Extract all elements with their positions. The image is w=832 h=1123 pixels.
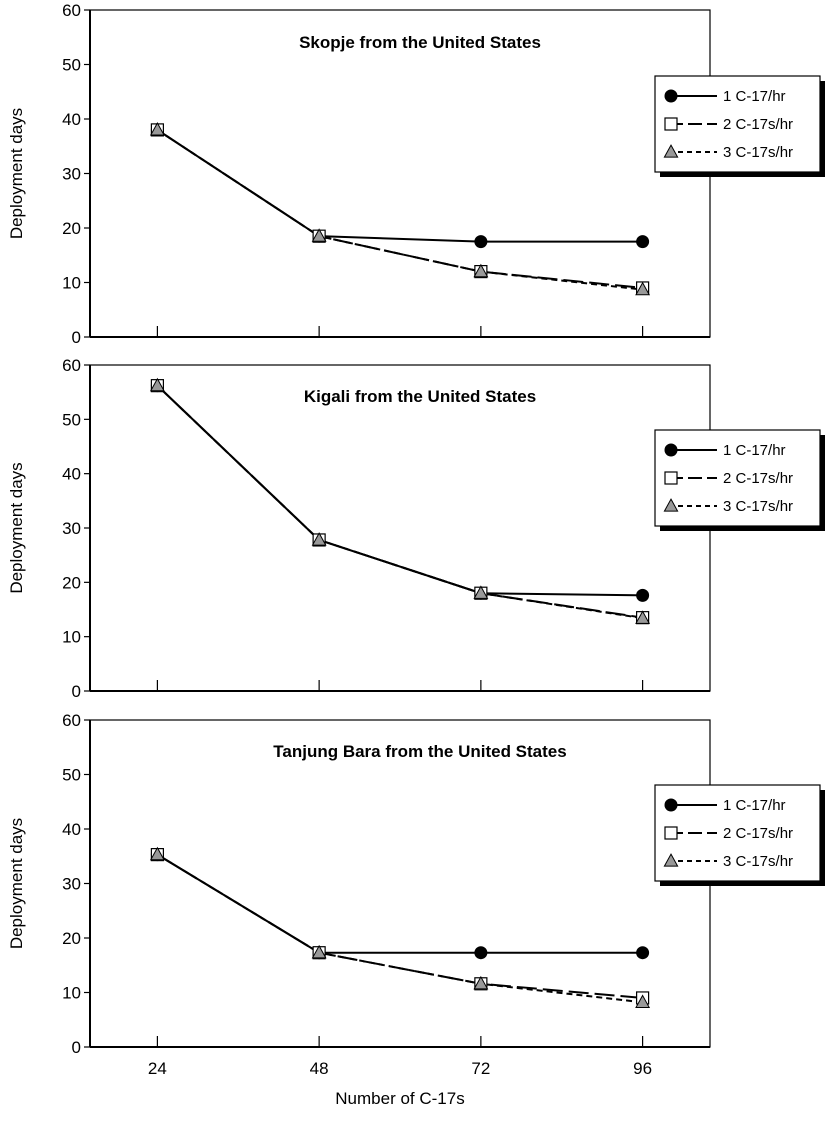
- series-line-1: [156, 384, 643, 597]
- data-point-triangle: [311, 532, 327, 546]
- plot-frame: [89, 719, 711, 1048]
- y-tick-label: 50: [62, 410, 81, 429]
- legend-label: 2 C-17s/hr: [723, 825, 793, 842]
- x-tick-label: 72: [471, 1059, 490, 1078]
- panel-title: Skopje from the United States: [299, 33, 541, 52]
- data-point-triangle: [149, 122, 165, 136]
- series-line-2: [156, 129, 643, 289]
- y-tick-label: 40: [62, 820, 81, 839]
- y-tick-label: 50: [62, 56, 81, 75]
- series-line-3: [156, 384, 643, 620]
- y-tick-label: 60: [62, 711, 81, 730]
- legend-marker-triangle: [663, 498, 679, 512]
- y-axis-title: Deployment days: [7, 818, 26, 949]
- y-tick-label: 40: [62, 465, 81, 484]
- y-tick-label: 20: [62, 219, 81, 238]
- series-line-3: [156, 853, 643, 1004]
- legend-marker-circle: [664, 798, 678, 812]
- data-point-triangle: [311, 944, 327, 959]
- data-point-triangle: [635, 994, 651, 1008]
- plot-frame: [89, 364, 711, 692]
- y-tick-label: 10: [62, 274, 81, 293]
- legend-marker-square: [664, 117, 678, 131]
- y-tick-label: 60: [62, 1, 81, 20]
- legend-marker-triangle: [663, 144, 679, 158]
- series-line-1: [156, 853, 643, 954]
- y-tick-label: 0: [72, 682, 81, 701]
- legend-marker-circle: [664, 89, 678, 103]
- chart-panel-3: 0 10 20 30 40 50 60 24 48 72 96 Number of C-17s Depl…: [7, 711, 825, 1108]
- data-point-triangle: [149, 846, 165, 861]
- data-point-triangle: [149, 377, 165, 392]
- legend-label: 1 C-17/hr: [723, 88, 786, 105]
- x-tick-label: 48: [310, 1059, 329, 1078]
- legend-marker-triangle: [663, 853, 679, 867]
- panel-title: Tanjung Bara from the United States: [273, 742, 566, 761]
- series-line-3: [156, 129, 643, 291]
- legend-label: 1 C-17/hr: [723, 442, 786, 459]
- y-tick-label: 40: [62, 110, 81, 129]
- y-tick-label: 10: [62, 984, 81, 1003]
- data-point-circle: [636, 235, 650, 249]
- y-tick-label: 0: [72, 1038, 81, 1057]
- legend-marker-square: [664, 826, 678, 840]
- panel-title: Kigali from the United States: [304, 387, 536, 406]
- y-tick-label: 30: [62, 165, 81, 184]
- data-point-triangle: [311, 228, 327, 242]
- legend-label: 3 C-17s/hr: [723, 853, 793, 870]
- data-point-triangle: [635, 610, 651, 624]
- legend-label: 2 C-17s/hr: [723, 116, 793, 133]
- y-tick-label: 20: [62, 573, 81, 592]
- data-point-triangle: [635, 281, 651, 296]
- chart-panel-1: 0 10 20 30 40 50 60 Deployment days Skopje from …: [7, 1, 825, 347]
- series-line-2: [156, 384, 643, 619]
- data-point-circle: [636, 588, 650, 602]
- legend-label: 2 C-17s/hr: [723, 470, 793, 487]
- legend-marker-square: [664, 471, 678, 485]
- data-point-circle: [474, 946, 488, 960]
- x-tick-label: 96: [633, 1059, 652, 1078]
- y-tick-label: 20: [62, 929, 81, 948]
- legend-label: 3 C-17s/hr: [723, 498, 793, 515]
- plot-frame: [89, 9, 711, 338]
- legend-label: 1 C-17/hr: [723, 797, 786, 814]
- series-line-1: [156, 129, 643, 243]
- legend-marker-circle: [664, 443, 678, 457]
- data-point-circle: [474, 235, 488, 249]
- y-tick-label: 30: [62, 519, 81, 538]
- x-axis-title: Number of C-17s: [335, 1089, 464, 1108]
- legend-label: 3 C-17s/hr: [723, 144, 793, 161]
- data-point-circle: [636, 946, 650, 960]
- y-tick-label: 60: [62, 356, 81, 375]
- y-tick-label: 10: [62, 628, 81, 647]
- chart-panel-2: 0 10 20 30 40 50 60 Deployment days Kigali from …: [7, 356, 825, 701]
- y-axis-title: Deployment days: [7, 462, 26, 593]
- data-point-triangle: [473, 975, 489, 990]
- x-tick-label: 24: [148, 1059, 167, 1078]
- y-tick-label: 30: [62, 875, 81, 894]
- y-axis-title: Deployment days: [7, 108, 26, 239]
- y-tick-label: 50: [62, 766, 81, 785]
- data-point-triangle: [473, 585, 489, 599]
- series-line-2: [156, 853, 643, 999]
- y-tick-label: 0: [72, 328, 81, 347]
- data-point-triangle: [473, 263, 489, 278]
